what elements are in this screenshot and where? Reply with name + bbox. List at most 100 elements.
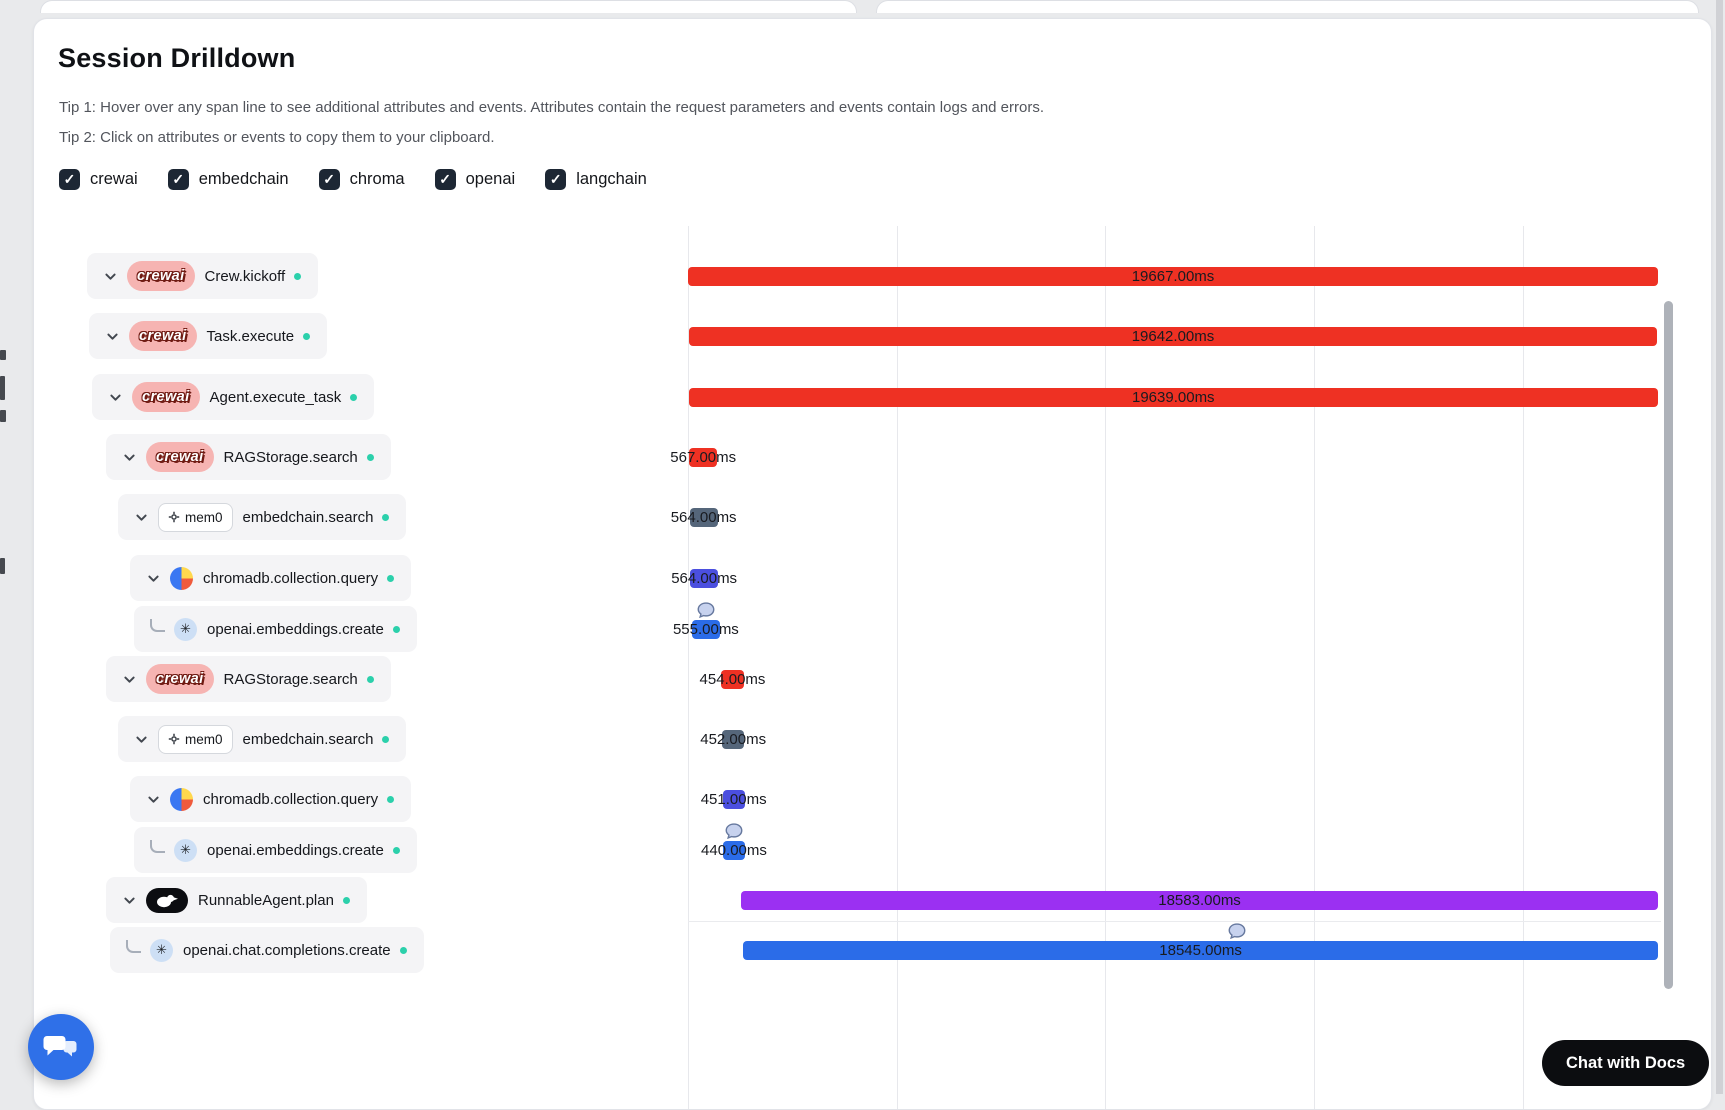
tip-text-1: Tip 1: Hover over any span line to see a… [59,99,1045,116]
filter-langchain[interactable]: ✓ langchain [545,169,647,190]
timeline-gridline [1523,226,1524,1109]
timeline-gridline [897,226,898,1109]
span-duration-bar-embedchain-search[interactable] [689,508,718,527]
background-page-fragment [0,376,5,400]
span-row-embedchain-search[interactable]: mem0 embedchain.search [118,494,407,540]
filter-label: langchain [576,170,647,188]
event-bubble-icon[interactable] [697,602,715,619]
span-duration-label: 564.00ms [671,570,738,587]
span-name: openai.chat.completions.create [183,941,391,959]
span-duration-bar-ragstorage-search[interactable] [689,448,718,467]
expand-chevron-icon[interactable] [119,451,139,464]
expand-chevron-icon[interactable] [131,733,151,746]
span-name: chromadb.collection.query [203,569,379,587]
span-row-ragstorage-search[interactable]: crewai RAGStorage.search [106,656,391,702]
timeline-gridline [1105,226,1106,1109]
filter-crewai[interactable]: ✓ crewai [59,169,138,190]
span-status-dot [387,795,395,803]
span-duration-bar-openai-embeddings-create[interactable] [723,841,745,860]
timeline-gridline [1314,226,1315,1109]
expand-chevron-icon[interactable] [143,793,163,806]
chroma-logo-icon [170,787,193,811]
filter-chroma[interactable]: ✓ chroma [318,169,405,190]
span-row-openai-embeddings-create[interactable]: ✳ openai.embeddings.create [134,827,417,873]
span-duration-bar-runnableagent-plan[interactable] [741,891,1658,910]
timeline-gridline [688,226,689,1109]
span-row-agent-execute-task[interactable]: crewai Agent.execute_task [92,374,375,420]
crewai-logo-badge: crewai [129,321,197,351]
span-row-openai-chat-completions-create[interactable]: ✳ openai.chat.completions.create [110,927,424,973]
span-duration-label: 19639.00ms [1132,389,1215,406]
span-duration-label: 19667.00ms [1131,268,1215,285]
span-duration-bar-embedchain-search[interactable] [722,730,745,749]
span-row-ragstorage-search[interactable]: crewai RAGStorage.search [106,434,391,480]
span-status-dot [392,625,400,633]
span-name: openai.embeddings.create [207,620,384,638]
span-duration-label: 19642.00ms [1131,328,1215,345]
span-duration-bar-chromadb-collection-query[interactable] [690,569,719,588]
expand-chevron-icon[interactable] [119,894,139,907]
span-duration-label: 555.00ms [672,621,739,638]
mem0-knot-icon [168,511,180,523]
trace-scrollbar-thumb[interactable] [1664,301,1673,989]
span-duration-bar-agent-execute-task[interactable] [688,388,1658,407]
crewai-logo-badge: crewai [127,261,195,291]
checkbox-checked-icon[interactable]: ✓ [434,169,456,190]
checkbox-checked-icon[interactable]: ✓ [318,169,340,190]
span-row-embedchain-search[interactable]: mem0 embedchain.search [118,716,407,762]
mem0-logo-badge: mem0 [158,724,233,754]
openai-logo-icon: ✳ [150,938,173,962]
span-duration-label: 452.00ms [700,731,767,748]
span-duration-bar-crew-kickoff[interactable] [688,267,1658,286]
chat-with-docs-button[interactable]: Chat with Docs [1542,1040,1710,1086]
event-bubble-icon[interactable] [725,823,743,840]
span-row-runnableagent-plan[interactable]: RunnableAgent.plan [106,877,367,923]
event-bubble-icon[interactable] [1228,923,1246,940]
span-row-chromadb-collection-query[interactable]: chromadb.collection.query [130,776,412,822]
span-name: openai.embeddings.create [207,841,384,859]
expand-chevron-icon[interactable] [105,391,125,404]
expand-chevron-icon[interactable] [102,330,122,343]
span-duration-label: 18583.00ms [1158,892,1241,909]
span-duration-bar-openai-embeddings-create[interactable] [692,620,720,639]
span-status-dot [342,896,350,904]
filter-label: embedchain [198,170,289,188]
langchain-parrot-badge [146,887,188,913]
filter-label: crewai [90,170,138,188]
span-row-chromadb-collection-query[interactable]: chromadb.collection.query [130,555,412,601]
chat-widget-button[interactable] [28,1014,94,1080]
checkbox-checked-icon[interactable]: ✓ [167,169,189,190]
span-duration-label: 440.00ms [701,842,767,859]
expand-chevron-icon[interactable] [119,673,139,686]
page-title: Session Drilldown [58,43,296,73]
span-duration-label: 451.00ms [700,791,767,808]
span-row-crew-kickoff[interactable]: crewai Crew.kickoff [87,253,319,299]
span-row-task-execute[interactable]: crewai Task.execute [89,313,328,359]
span-duration-label: 18545.00ms [1159,942,1242,959]
span-duration-bar-openai-chat-completions-create[interactable] [743,941,1658,960]
checkbox-checked-icon[interactable]: ✓ [545,169,567,190]
span-duration-label: 567.00ms [670,449,737,466]
span-duration-bar-ragstorage-search[interactable] [721,670,744,689]
span-name: Agent.execute_task [209,388,342,406]
span-duration-label: 454.00ms [699,671,766,688]
filter-embedchain[interactable]: ✓ embedchain [167,169,289,190]
span-duration-bar-task-execute[interactable] [688,327,1658,346]
span-duration-bar-chromadb-collection-query[interactable] [722,790,745,809]
span-status-dot [382,735,390,743]
span-duration-label: 564.00ms [670,509,737,526]
span-status-dot [366,453,374,461]
checkbox-checked-icon[interactable]: ✓ [59,169,80,190]
expand-chevron-icon[interactable] [143,572,163,585]
span-name: RunnableAgent.plan [198,891,334,909]
background-page-fragment [0,350,6,360]
expand-chevron-icon[interactable] [131,511,151,524]
page-scrollbar[interactable] [1716,0,1723,1094]
child-elbow-connector-icon [147,840,167,853]
background-page-fragment [0,558,5,574]
expand-chevron-icon[interactable] [100,270,120,283]
span-row-openai-embeddings-create[interactable]: ✳ openai.embeddings.create [134,606,417,652]
filter-openai[interactable]: ✓ openai [434,169,515,190]
openai-logo-icon: ✳ [174,838,197,862]
mem0-logo-badge: mem0 [158,502,233,532]
